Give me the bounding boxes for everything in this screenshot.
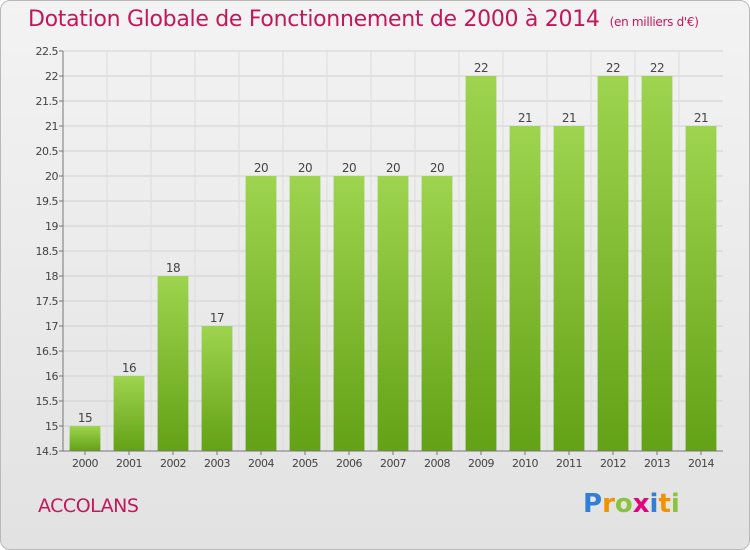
y-tick-label: 16 [45, 370, 58, 383]
logo-letter: i [670, 489, 680, 519]
bar [597, 76, 629, 451]
y-tick-label: 20.5 [36, 145, 59, 158]
bar-value-label: 22 [650, 61, 664, 75]
bar [201, 326, 233, 451]
bar [69, 426, 101, 451]
y-tick-label: 15.5 [36, 395, 59, 408]
proxiti-logo: Proxiti [583, 489, 680, 519]
logo-letter: x [632, 489, 650, 519]
y-tick-label: 18.5 [36, 245, 59, 258]
x-tick-label: 2007 [380, 457, 406, 470]
logo-letter: P [583, 489, 603, 519]
bar [421, 176, 453, 451]
bar [465, 76, 497, 451]
logo-letter: i [649, 489, 659, 519]
logo-letter: o [614, 489, 633, 519]
bar-value-label: 20 [254, 161, 268, 175]
bar-value-label: 15 [78, 411, 92, 425]
chart-title-text: Dotation Globale de Fonctionnement de 20… [28, 7, 600, 32]
bar [685, 126, 717, 451]
logo-letter: r [602, 489, 615, 519]
y-tick-label: 19 [45, 220, 58, 233]
y-tick-label: 21.5 [36, 95, 59, 108]
x-tick-label: 2008 [424, 457, 450, 470]
commune-name: ACCOLANS [38, 495, 139, 517]
y-tick-label: 19.5 [36, 195, 59, 208]
axes: 14.5 15 15.5 16 16.5 17 17.5 18 18.5 19 19.5 20 20.5… [36, 45, 723, 470]
x-tick-label: 2006 [336, 457, 362, 470]
bars: 15 16 18 17 20 20 20 20 20 22 21 21 22 22 21 [69, 61, 717, 451]
x-tick-label: 2013 [644, 457, 670, 470]
chart-title: Dotation Globale de Fonctionnement de 20… [28, 7, 699, 32]
unit-note: (en milliers d'€) [609, 15, 699, 29]
x-tick-label: 2009 [468, 457, 494, 470]
x-tick-label: 2010 [512, 457, 538, 470]
bar [641, 76, 673, 451]
bar [113, 376, 145, 451]
bar [245, 176, 277, 451]
bar-value-label: 22 [474, 61, 488, 75]
y-tick-label: 22.5 [36, 45, 59, 58]
bar-value-label: 16 [122, 361, 136, 375]
y-tick-label: 22 [45, 70, 58, 83]
x-tick-label: 2000 [72, 457, 98, 470]
bar-value-label: 17 [210, 311, 224, 325]
y-tick-label: 17 [45, 320, 58, 333]
logo-letter: t [658, 489, 671, 519]
x-tick-label: 2005 [292, 457, 318, 470]
bar-value-label: 18 [166, 261, 180, 275]
x-tick-label: 2002 [160, 457, 186, 470]
bar [333, 176, 365, 451]
y-tick-label: 16.5 [36, 345, 59, 358]
bar-value-label: 20 [386, 161, 400, 175]
bar-value-label: 21 [562, 111, 576, 125]
x-tick-label: 2014 [688, 457, 714, 470]
x-tick-label: 2011 [556, 457, 582, 470]
y-tick-label: 15 [45, 420, 58, 433]
bar [157, 276, 189, 451]
y-tick-label: 21 [45, 120, 58, 133]
bar-value-label: 22 [606, 61, 620, 75]
bar-value-label: 20 [298, 161, 312, 175]
bar-value-label: 21 [518, 111, 532, 125]
x-tick-label: 2012 [600, 457, 626, 470]
x-tick-label: 2001 [116, 457, 142, 470]
bar-value-label: 20 [430, 161, 444, 175]
bar [553, 126, 585, 451]
x-tick-label: 2004 [248, 457, 274, 470]
bar-value-label: 20 [342, 161, 356, 175]
bar-value-label: 21 [694, 111, 708, 125]
bar [289, 176, 321, 451]
y-tick-label: 20 [45, 170, 58, 183]
y-tick-label: 14.5 [36, 445, 59, 458]
x-tick-label: 2003 [204, 457, 230, 470]
y-tick-label: 18 [45, 270, 58, 283]
bar [377, 176, 409, 451]
y-tick-label: 17.5 [36, 295, 59, 308]
bar [509, 126, 541, 451]
